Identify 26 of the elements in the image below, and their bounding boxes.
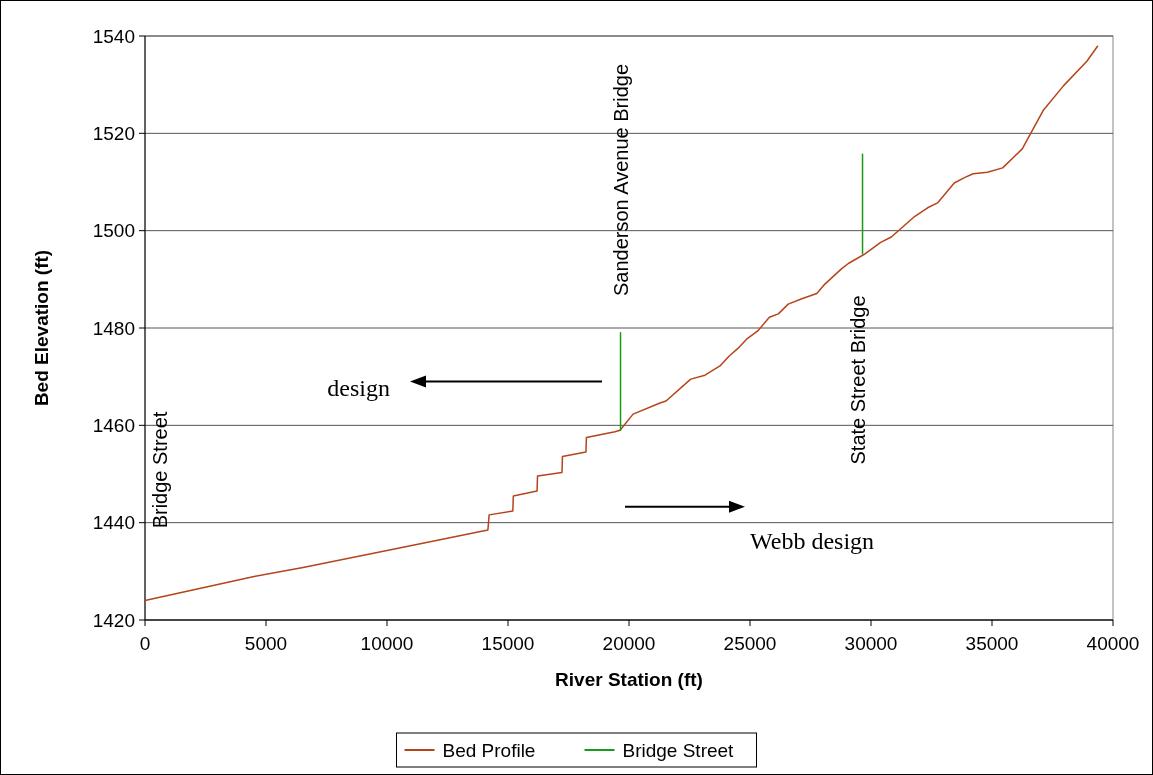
x-tick-label: 30000 — [844, 633, 898, 654]
annotation: Sanderson Avenue Bridge — [610, 63, 632, 297]
x-tick-label: 40000 — [1086, 633, 1140, 654]
y-tick-label: 1500 — [92, 220, 135, 242]
y-tick-label: 1460 — [92, 414, 135, 436]
y-tick-label: 1540 — [92, 25, 135, 47]
y-tick-label: 1480 — [92, 317, 135, 339]
line-series — [144, 45, 1099, 602]
y-axis-title: Bed Elevation (ft) — [31, 249, 52, 407]
annotation: State Street Bridge — [847, 295, 869, 465]
x-tick-label: 0 — [139, 633, 151, 654]
y-tick-label: 1420 — [92, 609, 135, 631]
x-tick-label: 25000 — [723, 633, 777, 654]
legend-label: Bed Profile — [442, 739, 536, 761]
x-axis-title: River Station (ft) — [555, 669, 703, 690]
y-tick-label: 1440 — [92, 512, 135, 534]
x-tick-label: 15000 — [481, 633, 535, 654]
legend-label: Bridge Street — [622, 739, 735, 761]
x-tick-label: 5000 — [244, 633, 288, 654]
x-tick-label: 20000 — [602, 633, 656, 654]
y-tick-label: 1520 — [92, 122, 135, 144]
annotation: Webb design — [750, 528, 875, 555]
annotation: Bridge Street — [149, 411, 171, 529]
x-tick-label: 35000 — [965, 633, 1019, 654]
annotation: design — [327, 375, 390, 402]
x-tick-label: 10000 — [360, 633, 414, 654]
